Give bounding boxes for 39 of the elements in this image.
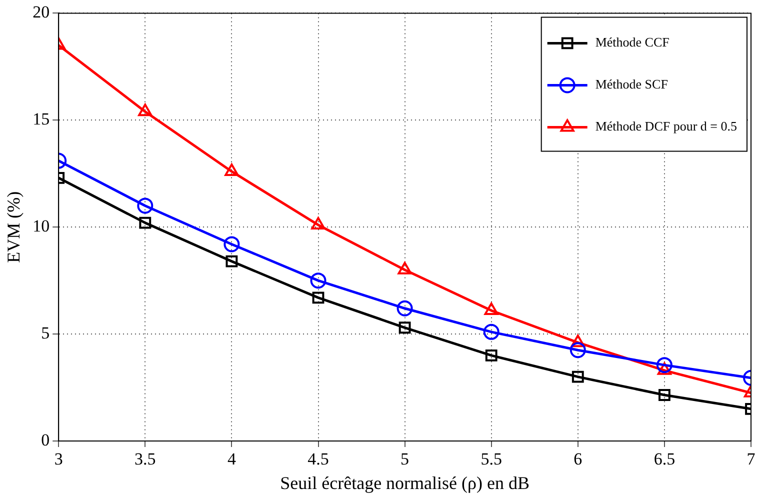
point (138, 104, 152, 116)
x-tick-label: 7 (746, 450, 756, 469)
y-tick-label: 10 (32, 216, 50, 236)
point (139, 216, 152, 229)
legend-label: Méthode SCF (595, 76, 668, 92)
x-tick-label: 5.5 (480, 450, 502, 469)
y-tick-label: 15 (32, 110, 50, 129)
point (137, 198, 154, 214)
point (570, 334, 585, 348)
y-tick-label: 20 (32, 2, 50, 22)
point (226, 255, 238, 268)
point (658, 389, 670, 401)
point (483, 324, 500, 340)
point (398, 262, 412, 274)
legend-label: Méthode DCF pour d = 0.5 (595, 118, 738, 134)
x-tick-label: 6.5 (654, 450, 676, 469)
point (570, 342, 586, 358)
y-axis-title: EVM (%) (4, 191, 24, 263)
point (485, 349, 498, 362)
point (224, 236, 240, 252)
point (572, 370, 584, 383)
point (310, 272, 326, 289)
point (398, 322, 411, 334)
point (396, 300, 413, 316)
x-axis-title: Seuil écrêtage normalisé (ρ) en dB (280, 472, 530, 493)
point (311, 216, 326, 230)
x-tick-label: 6 (574, 450, 582, 469)
y-tick-label: 0 (41, 430, 50, 450)
x-tick-label: 4 (227, 450, 236, 469)
y-tick-label: 5 (41, 324, 50, 343)
x-tick-label: 3 (54, 450, 63, 469)
point (224, 163, 239, 176)
point (312, 292, 324, 304)
x-tick-label: 5 (400, 450, 410, 469)
point (656, 357, 672, 374)
x-tick-label: 4.5 (308, 450, 329, 469)
legend-label: Méthode CCF (595, 34, 670, 50)
point (484, 302, 498, 316)
x-tick-label: 3.5 (134, 450, 156, 469)
